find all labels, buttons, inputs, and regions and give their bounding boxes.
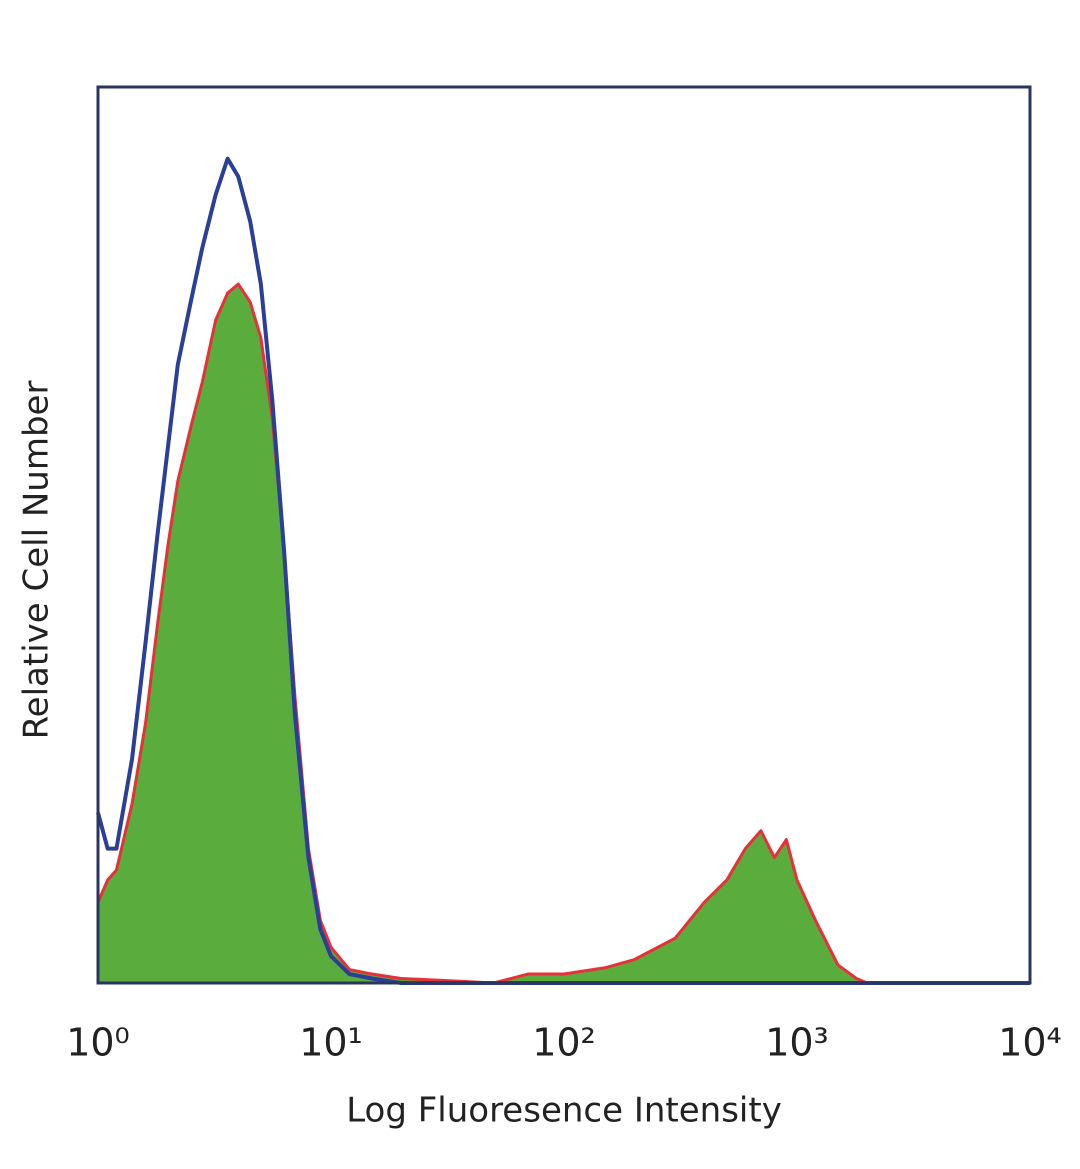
y-axis-label: Relative Cell Number [17, 381, 57, 740]
x-tick-label: 10² [532, 1021, 596, 1065]
plot-frame [96, 85, 1032, 985]
x-tick-label: 10³ [765, 1021, 829, 1065]
x-axis-label: Log Fluoresence Intensity [346, 1091, 782, 1131]
area [96, 282, 1032, 985]
x-tick-label: 10⁰ [66, 1021, 130, 1065]
x-tick-label: 10¹ [299, 1021, 363, 1065]
x-tick-label: 10⁴ [998, 1021, 1062, 1065]
